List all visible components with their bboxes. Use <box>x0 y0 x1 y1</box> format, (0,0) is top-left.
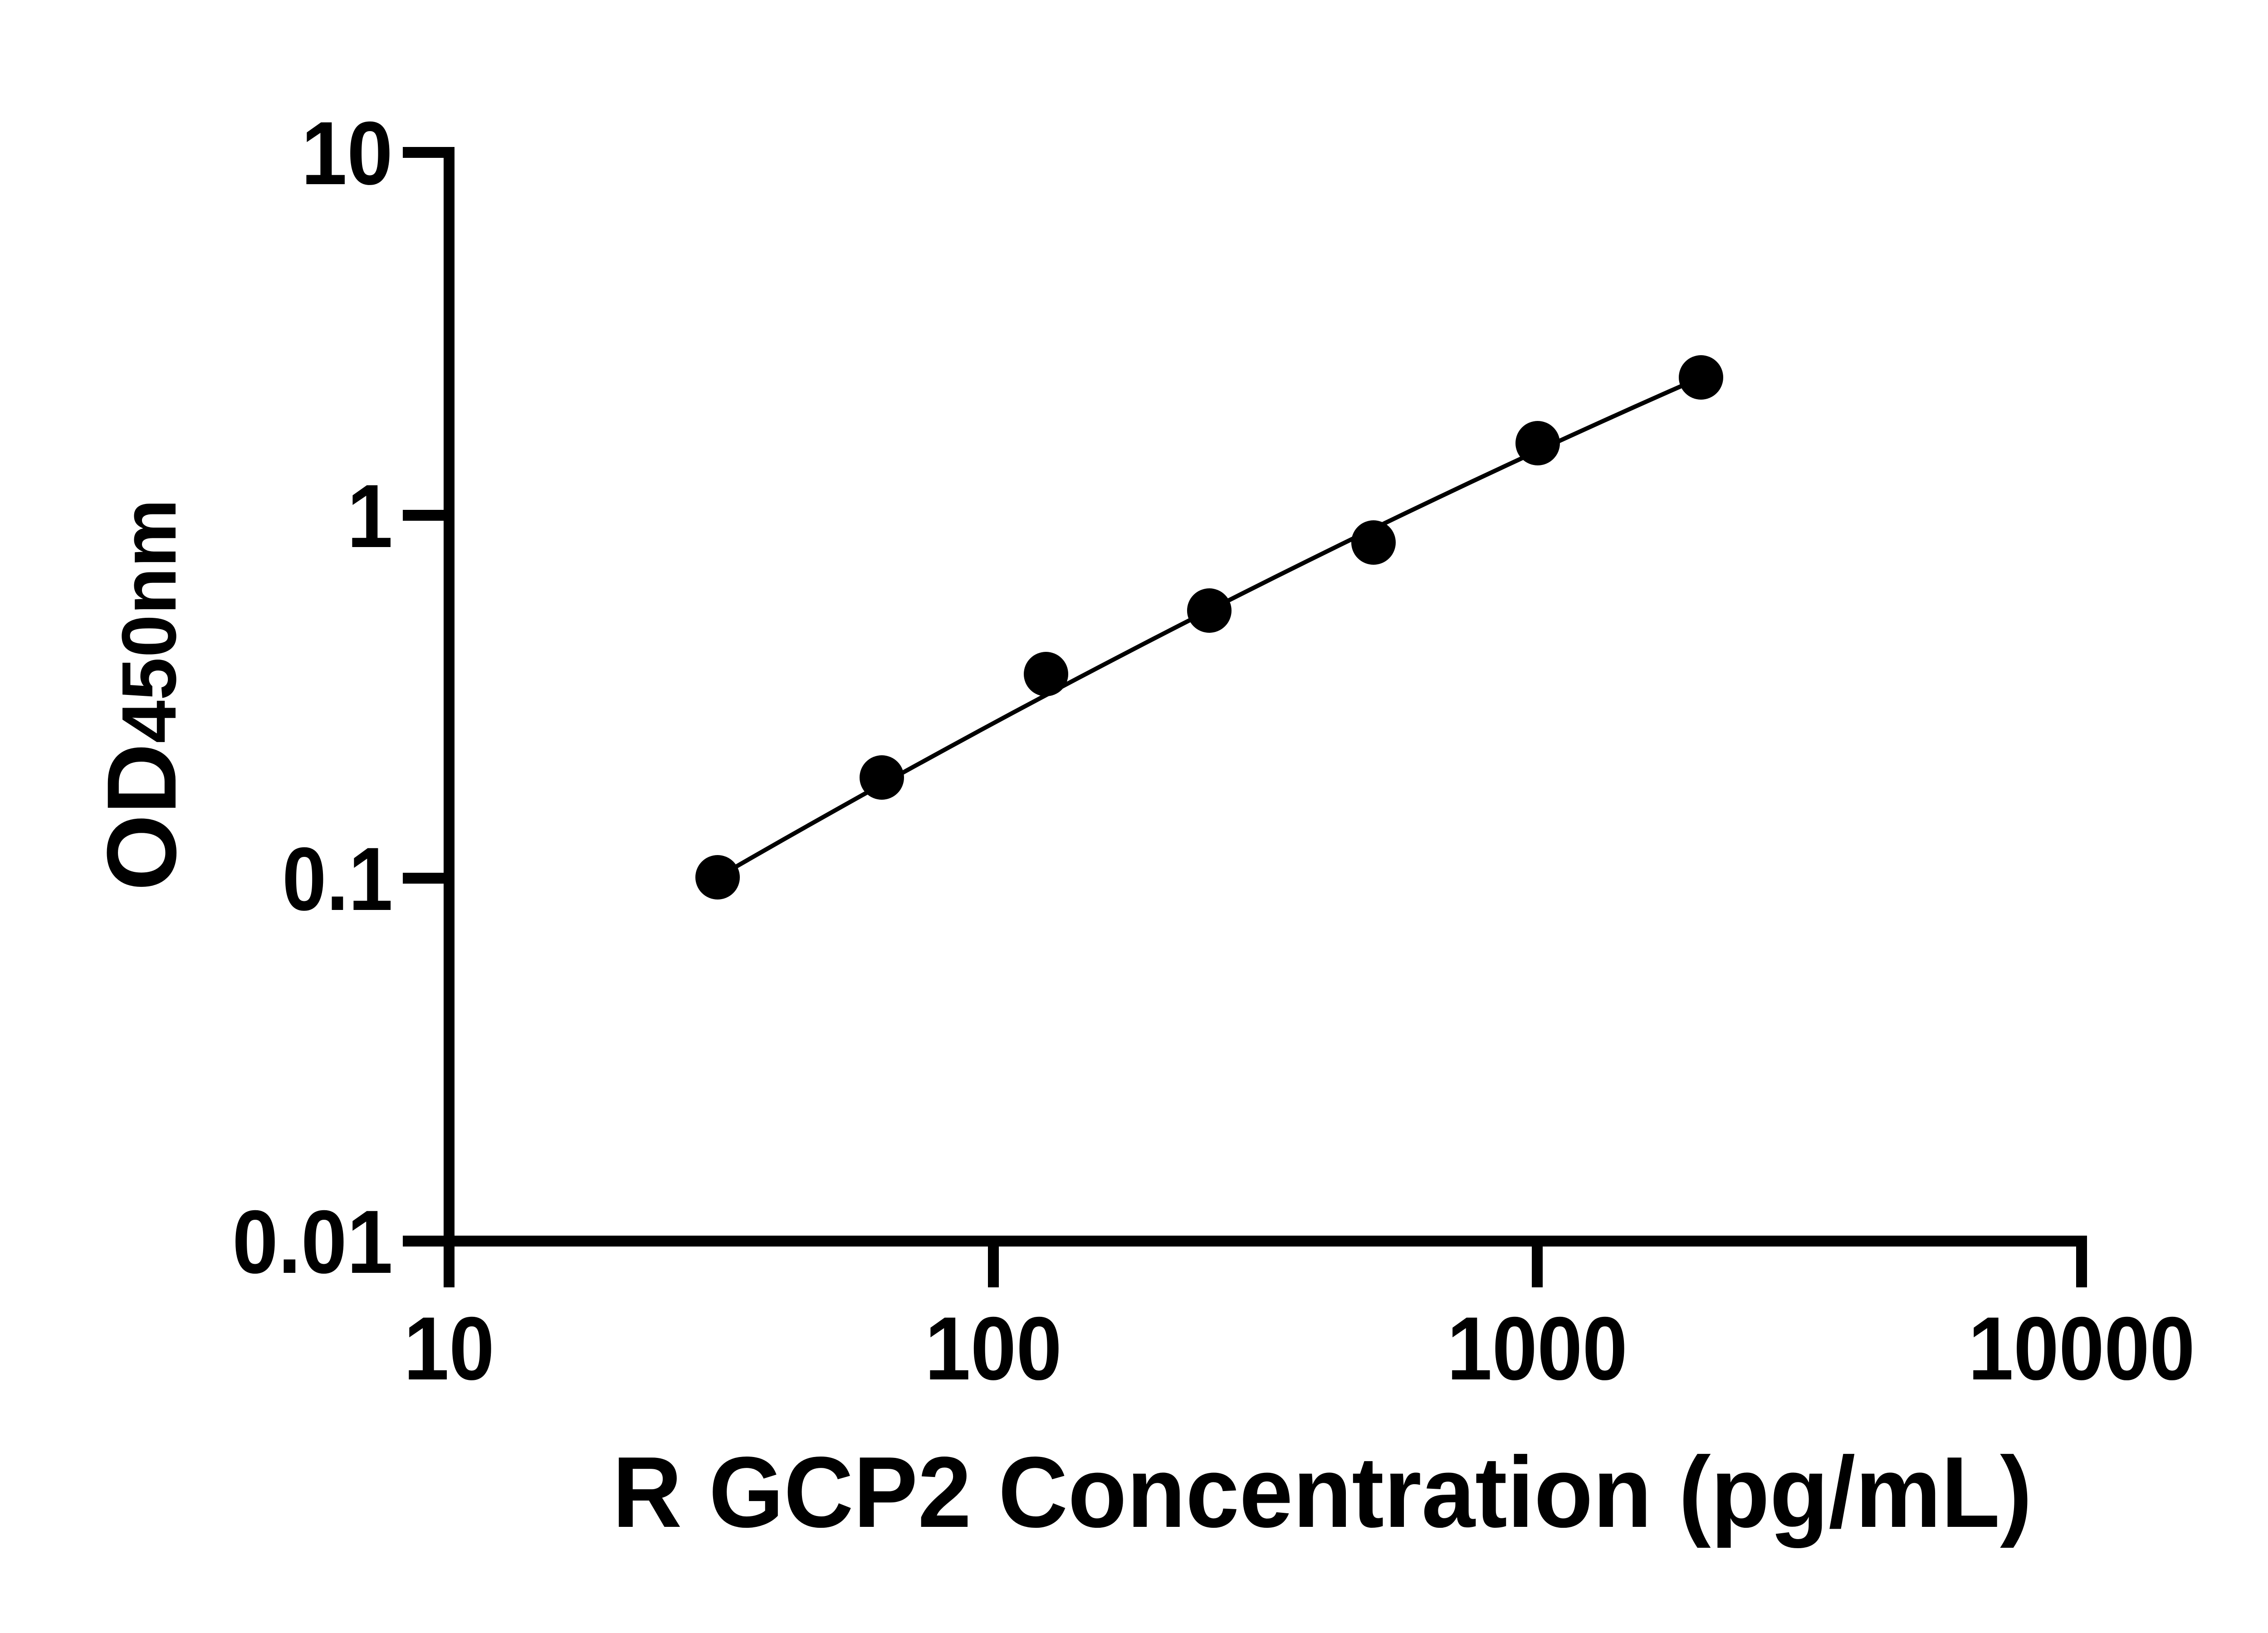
svg-text:1000: 1000 <box>1447 1298 1628 1398</box>
svg-text:10: 10 <box>404 1298 494 1398</box>
svg-text:1: 1 <box>347 466 393 566</box>
svg-text:100: 100 <box>925 1298 1062 1398</box>
svg-text:0.01: 0.01 <box>232 1192 393 1292</box>
svg-text:R GCP2 Concentration (pg/mL): R GCP2 Concentration (pg/mL) <box>612 1436 2032 1549</box>
svg-text:10: 10 <box>301 103 393 203</box>
svg-text:OD450nm: OD450nm <box>87 499 196 891</box>
svg-text:0.1: 0.1 <box>282 829 393 929</box>
svg-text:10000: 10000 <box>1968 1298 2195 1398</box>
